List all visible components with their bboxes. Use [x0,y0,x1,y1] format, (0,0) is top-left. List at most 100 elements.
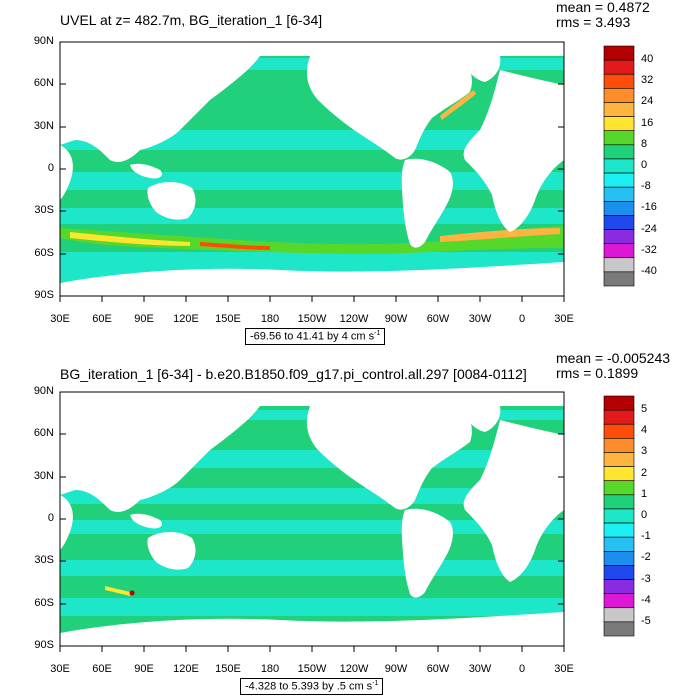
p1-lon-label-5: 180 [260,313,280,325]
colorbar-swatch [603,494,635,510]
colorbar-swatch [603,438,635,453]
colorbar-swatch [603,508,635,524]
p1-lon-label-9: 60W [426,313,450,325]
colorbar-swatch [603,172,635,188]
p2-greenland-land [460,406,501,432]
p1-lon-label-12: 30E [554,313,574,325]
p2-arctic-land [60,392,564,406]
colorbar-swatch [603,59,635,75]
gulf-stream [440,90,476,120]
panel-2-stats: mean = -0.005243 rms = 0.1899 [556,351,670,381]
colorbar-label: -4 [641,593,651,606]
p2-lon-label-1: 60E [92,663,112,675]
colorbar-label: -16 [641,201,657,214]
panel-2-map [59,391,565,647]
p2-acc-jet [105,586,130,596]
panel-1-rms: rms = 3.493 [556,14,631,30]
colorbar-label: 3 [641,445,648,458]
colorbar-swatch [603,452,635,467]
colorbar-swatch [603,88,635,103]
colorbar-swatch [603,130,635,146]
colorbar-label: 24 [641,95,654,108]
australia-land [147,182,196,220]
p1-lat-label-30n: 30N [33,120,54,132]
p2-acc-max [129,590,135,596]
p1-lon-label-10: 30W [468,313,492,325]
panel-2-range-label: -4.328 to 5.393 by .5 cm s-1 [240,678,384,695]
p1-lon-label-7: 120W [339,313,369,325]
p2-lat-label-30s: 30S [34,554,54,566]
colorbar-swatch [603,395,635,411]
panel-1-mean: mean = 0.4872 [556,0,650,15]
p2-north-america-land [306,406,472,510]
panel-2-title: BG_iteration_1 [6-34] - b.e20.B1850.f09_… [60,366,527,382]
colorbar-label: -3 [641,572,651,585]
p1-lon-label-0: 30E [50,313,70,325]
colorbar-swatch [603,257,635,273]
colorbar-swatch [603,73,635,89]
p2-lat-label-30n: 30N [33,470,54,482]
colorbar-label: 4 [641,424,648,437]
acc-band [60,226,564,254]
colorbar-swatch [603,480,635,496]
p2-africa-land [463,420,564,582]
p1-lon-label-1: 60E [92,313,112,325]
p2-lat-label-90s: 90S [34,639,54,651]
panel-1-range-exp: -1 [374,330,381,337]
colorbar-swatch [603,579,635,594]
p1-lat-label-0: 0 [47,162,54,174]
south-america-land [401,158,453,248]
colorbar-swatch [603,621,635,637]
panel-1-title: UVEL at z= 482.7m, BG_iteration_1 [6-34] [60,12,323,28]
antarctica-coast [60,262,564,283]
panel-2-land [60,392,564,646]
panel-1-ticks [59,41,565,302]
colorbar-swatch [603,565,635,580]
p2-australia-land [147,532,196,570]
p2-lon-label-4: 150E [215,663,241,675]
colorbar-swatch [603,200,635,216]
p2-lon-label-12: 30E [554,663,574,675]
colorbar-label: 16 [641,116,654,129]
east-africa-edge [60,145,73,200]
p2-band-2 [60,488,564,504]
p1-lon-label-8: 90W [384,313,408,325]
colorbar-swatch [603,607,635,623]
panel-2-range-exp: -1 [372,680,379,687]
colorbar-label: 2 [641,466,648,479]
panel-1-land [60,42,564,296]
ocean-band-3 [60,208,564,224]
p2-east-africa-edge [60,495,73,550]
panel-1-colorbar [603,45,635,287]
p1-lon-label-2: 90E [134,313,154,325]
colorbar-swatch [603,423,635,439]
p1-lat-label-30s: 30S [34,204,54,216]
p1-lat-label-60n: 60N [33,77,54,89]
p1-lat-label-90n: 90N [33,35,54,47]
p2-band-4 [60,560,564,576]
colorbar-swatch [603,550,635,566]
p1-lat-label-90s: 90S [34,289,54,301]
arctic-land [60,42,564,56]
p2-lon-label-2: 90E [134,663,154,675]
panel-1-range-text: -69.56 to 41.41 by 4 cm s [250,330,375,343]
p2-band-5 [60,598,564,616]
colorbar-swatch [603,102,635,117]
colorbar-label: -1 [641,530,651,543]
north-america-land [306,56,472,160]
p2-south-america-land [401,508,453,598]
colorbar-swatch [603,466,635,482]
colorbar-swatch [603,243,635,259]
colorbar-swatch [603,116,635,132]
p2-lat-label-0: 0 [47,512,54,524]
colorbar-label: -8 [641,180,651,193]
colorbar-swatch [603,144,635,160]
p2-lon-label-0: 30E [50,663,70,675]
p1-lon-label-4: 150E [215,313,241,325]
p1-lat-label-60s: 60S [34,247,54,259]
panel-2-colorbar [603,395,635,637]
colorbar-label: 5 [641,403,648,416]
colorbar-label: 8 [641,137,648,150]
colorbar-swatch [603,229,635,244]
